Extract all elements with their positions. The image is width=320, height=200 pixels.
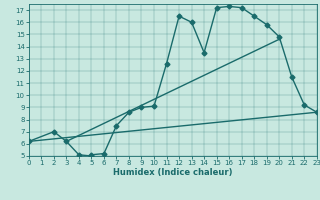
X-axis label: Humidex (Indice chaleur): Humidex (Indice chaleur) <box>113 168 233 177</box>
